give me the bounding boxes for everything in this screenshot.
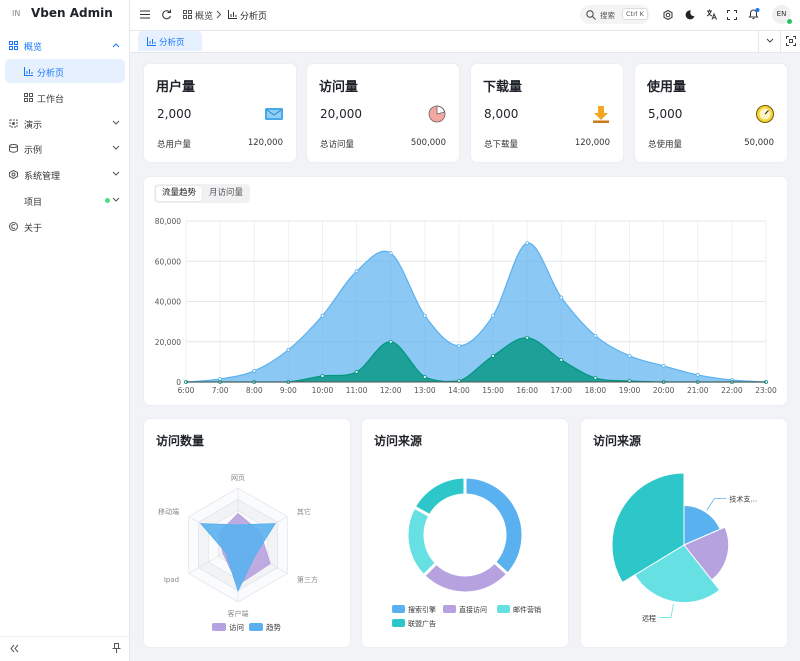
chevron: [112, 171, 120, 176]
segment-tab[interactable]: 月访问量: [208, 188, 243, 198]
menu-item[interactable]: 分析页: [37, 69, 65, 79]
language-button[interactable]: [706, 9, 717, 20]
menu-icon: [9, 144, 18, 153]
card-icon: [428, 105, 446, 123]
menu-item[interactable]: 概览: [24, 43, 43, 53]
breadcrumb-item[interactable]: 概览: [195, 12, 214, 22]
breadcrumb-item[interactable]: 分析页: [240, 12, 268, 22]
refresh-button[interactable]: [161, 9, 172, 20]
chevron: [112, 43, 120, 48]
tab-label[interactable]: 分析页: [159, 38, 185, 48]
menu-item[interactable]: 演示: [24, 121, 43, 131]
card-title: 下载量: [483, 80, 523, 95]
card-footer-label: 总下载量: [484, 140, 519, 150]
breadcrumb-icon: [228, 10, 237, 19]
menu-item[interactable]: 工作台: [37, 95, 65, 105]
card-value: 2,000: [157, 107, 192, 121]
chevron: [112, 197, 120, 202]
divider: [758, 31, 759, 52]
card-footer-value: 120,000: [247, 138, 283, 148]
menu-icon: [24, 93, 33, 102]
menu-item[interactable]: 关于: [24, 224, 43, 234]
card-footer-value: 500,000: [410, 138, 446, 148]
card-footer-label: 总使用量: [648, 140, 683, 150]
card-value: 5,000: [648, 107, 683, 121]
card-title: 使用量: [647, 80, 687, 95]
card-icon: [593, 106, 609, 123]
chart-panel: 访问数量: [143, 418, 351, 648]
panel-title: 访问来源: [374, 434, 423, 448]
shortcut-hint: Ctrl K: [622, 8, 648, 20]
panel-title: 访问来源: [593, 434, 642, 448]
chart-panel: 访问来源: [580, 418, 788, 648]
logo: IN: [12, 9, 21, 18]
card-footer-value: 120,000: [574, 138, 610, 148]
search-placeholder: 搜索: [600, 11, 615, 20]
menu-icon: [9, 119, 18, 128]
card-title: 用户量: [156, 80, 196, 95]
stat-card: 下载量 8,000 总下载量 120,000: [470, 63, 624, 163]
menu-icon: [24, 67, 33, 76]
breadcrumb-separator: [216, 10, 222, 19]
menu-item[interactable]: 项目: [24, 198, 43, 208]
pin-button[interactable]: [112, 643, 121, 653]
segment-tab[interactable]: 流量趋势: [156, 186, 202, 201]
status-dot: [105, 198, 110, 203]
chevron: [112, 120, 120, 125]
stat-card: 访问量 20,000 总访问量 500,000: [306, 63, 460, 163]
menu-toggle[interactable]: [140, 10, 150, 19]
sidebar: IN Vben Admin 概览 分析页 工作台 演示 示例 系统管理 项目 关…: [0, 0, 130, 661]
settings-button[interactable]: [663, 10, 673, 20]
breadcrumb-icon: [183, 10, 192, 19]
stat-card: 用户量 2,000 总用户量 120,000: [143, 63, 297, 163]
card-footer-label: 总用户量: [157, 140, 192, 150]
menu-item[interactable]: 示例: [24, 146, 43, 156]
card-icon: [756, 105, 774, 123]
card-title: 访问量: [319, 80, 359, 95]
card-value: 20,000: [320, 107, 362, 121]
tab-maximize-button[interactable]: [786, 36, 796, 46]
theme-button[interactable]: [685, 10, 695, 20]
menu-item[interactable]: 系统管理: [24, 172, 61, 182]
menu-icon: [9, 222, 18, 231]
menu-icon: [9, 41, 18, 50]
tab[interactable]: [138, 31, 202, 51]
fullscreen-button[interactable]: [727, 10, 737, 20]
divider: [780, 31, 781, 52]
stat-card: 使用量 5,000 总使用量 50,000: [634, 63, 788, 163]
tab-bar: 分析页: [130, 31, 800, 53]
card-icon: [265, 108, 283, 120]
online-dot: [786, 18, 793, 25]
tab-icon: [147, 37, 156, 46]
segmented-control: 流量趋势 月访问量: [154, 184, 250, 203]
header: 概览 分析页 搜索 Ctrl K EN: [130, 0, 800, 31]
card-value: 8,000: [484, 107, 519, 121]
search-icon: [586, 10, 596, 20]
app-title: Vben Admin: [31, 6, 113, 20]
trend-panel: [143, 176, 788, 406]
notification-button[interactable]: [748, 8, 760, 20]
collapse-button[interactable]: [10, 644, 19, 653]
tab-more-button[interactable]: [766, 38, 774, 44]
menu-icon: [9, 170, 18, 179]
card-footer-value: 50,000: [744, 138, 774, 148]
chevron: [112, 145, 120, 150]
divider: [0, 636, 129, 637]
chart-panel: 访问来源: [361, 418, 569, 648]
panel-title: 访问数量: [156, 434, 205, 448]
card-footer-label: 总访问量: [320, 140, 355, 150]
